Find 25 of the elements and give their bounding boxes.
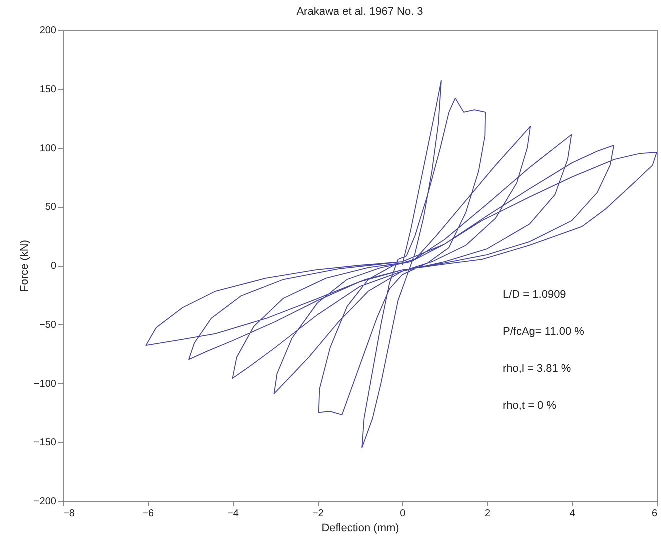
x-tick-label: 0: [400, 508, 406, 520]
x-tick-label: −6: [142, 508, 154, 520]
x-tick-label: 2: [485, 508, 492, 520]
y-tick-label: 150: [40, 84, 57, 96]
x-tick-label: 6: [652, 508, 658, 520]
y-tick-label: 50: [45, 202, 57, 214]
y-tick-label: −50: [40, 320, 57, 331]
x-tick-label: −8: [64, 508, 76, 520]
annotation: rho,t = 0 %: [503, 400, 557, 412]
y-tick-label: −100: [34, 378, 57, 390]
y-tick-label: −150: [34, 438, 57, 449]
x-tick-label: −2: [312, 508, 324, 520]
x-tick-label: −4: [228, 508, 240, 520]
x-axis-title: Deflection (mm): [322, 522, 400, 534]
y-axis-title: Force (kN): [18, 240, 31, 292]
line-series: [146, 80, 658, 448]
y-tick-label: −200: [34, 496, 57, 508]
annotation: L/D = 1.0909: [503, 289, 566, 301]
x-tick-label: 4: [570, 508, 576, 520]
y-tick-label: 200: [40, 26, 57, 36]
y-tick-label: 0: [50, 261, 57, 272]
annotation: P/fcAg= 11.00 %: [503, 326, 585, 338]
chart-title: Arakawa et al. 1967 No. 3: [296, 6, 424, 18]
y-tick-label: 100: [40, 143, 57, 154]
annotation: rho,l = 3.81 %: [503, 363, 572, 375]
